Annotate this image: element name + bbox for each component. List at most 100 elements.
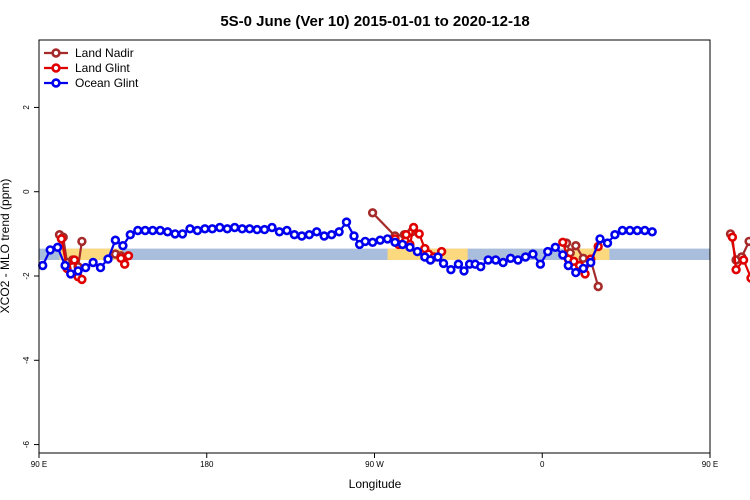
land-nadir-point [367,208,378,218]
ocean-glint-point [230,222,240,233]
ocean-glint-point [382,234,393,244]
ocean-glint-point [244,224,255,234]
ocean-glint-point [274,227,285,237]
land-nadir-point [77,236,87,247]
ocean-glint-point [237,224,247,234]
ocean-glint-point [65,269,76,279]
ocean-glint-point [453,259,464,269]
ocean-glint-point [602,238,613,248]
ocean-glint-point [312,227,322,237]
ocean-glint-point [360,236,370,247]
land-glint-point [738,255,749,265]
ocean-glint-point [73,266,83,276]
ocean-glint-point [617,225,628,236]
ocean-glint-point [446,265,456,275]
y-tick-label: 0 [22,189,31,194]
y-tick-label: -4 [22,356,31,364]
ocean-glint-point [520,252,531,262]
ocean-glint-point [640,225,650,236]
ocean-glint-point [571,267,581,278]
ocean-glint-point [341,217,352,227]
ocean-glint-point [200,224,210,234]
land-glint-point [731,265,741,275]
ocean-glint-point [170,229,180,239]
ocean-glint-point [433,252,443,262]
land-glint-point [56,234,67,244]
ocean-glint-point [103,254,113,264]
land-glint-point [746,273,750,283]
x-tick-label: 90 E [702,460,718,469]
land-nadir-point [571,241,581,251]
y-axis: 2 0 -2 -4 -6 [22,105,39,448]
ocean-glint-point [155,225,165,236]
ocean-glint-point [550,242,560,253]
ocean-glint-point [148,225,158,236]
ocean-glint-point [438,258,449,269]
ocean-glint-point [543,246,553,257]
ocean-glint-point [585,257,596,268]
ocean-glint-point [37,260,48,271]
land-glint-point [123,251,134,261]
ocean-glint-legend-label: Ocean Glint [75,76,139,90]
ocean-glint-point [267,222,277,233]
ocean-glint-point [252,224,262,235]
ocean-glint-point [505,253,516,263]
ocean-glint-legend-marker [51,78,61,88]
y-tick-label: -6 [22,440,31,448]
ocean-glint-point [349,231,359,241]
ocean-glint-point [610,230,620,240]
ocean-glint-point [390,237,400,248]
land-nadir-point [593,281,603,292]
ocean-glint-point [282,225,292,236]
x-tick-label: 180 [200,460,214,469]
ocean-glint-point [558,250,568,260]
ocean-glint-point [125,230,136,240]
ocean-glint-point [412,246,423,257]
land-glint-point [558,237,568,248]
ocean-glint-point [595,234,605,244]
ocean-glint-point [95,262,106,273]
ocean-glint-point [326,230,337,240]
ocean-glint-point [405,242,415,253]
ocean-glint-point [215,222,225,233]
land-glint-point [727,232,738,242]
ocean-glint-point [140,225,150,236]
land-band [59,248,123,260]
ocean-glint-point [88,257,98,268]
ocean-glint-point [289,230,300,240]
land-band [564,248,610,260]
ocean-glint-point [60,260,70,271]
ocean-glint-point [118,241,128,251]
ocean-band [39,248,710,260]
x-tick-label: 90 E [31,460,47,469]
land-glint-legend-marker [51,63,61,73]
ocean-glint-point [425,255,436,265]
ocean-glint-series [37,217,657,279]
land-glint-point [408,222,419,233]
ocean-glint-point [110,235,121,245]
land-nadir-point [744,236,750,247]
ocean-glint-point [52,242,63,253]
ocean-glint-point [334,227,344,237]
ocean-glint-point [297,231,307,241]
ocean-glint-point [459,266,469,276]
ocean-glint-point [513,255,523,265]
land-glint-point [119,259,130,269]
ocean-glint-point [192,225,203,236]
ocean-glint-point [207,224,218,234]
ocean-glint-point [80,262,91,273]
land-nadir-legend-marker [51,48,61,58]
ocean-glint-point [133,225,143,236]
x-axis: 90 E 180 90 W 0 90 E [31,453,718,469]
ocean-glint-point [177,229,188,239]
land-glint-point [414,229,424,239]
land-glint-point [401,230,411,240]
ocean-glint-point [476,262,486,272]
ocean-glint-point [483,255,493,265]
ocean-glint-point [528,249,538,259]
ocean-glint-point [222,224,233,234]
ocean-glint-point [563,260,573,271]
y-tick-label: -2 [22,272,31,280]
